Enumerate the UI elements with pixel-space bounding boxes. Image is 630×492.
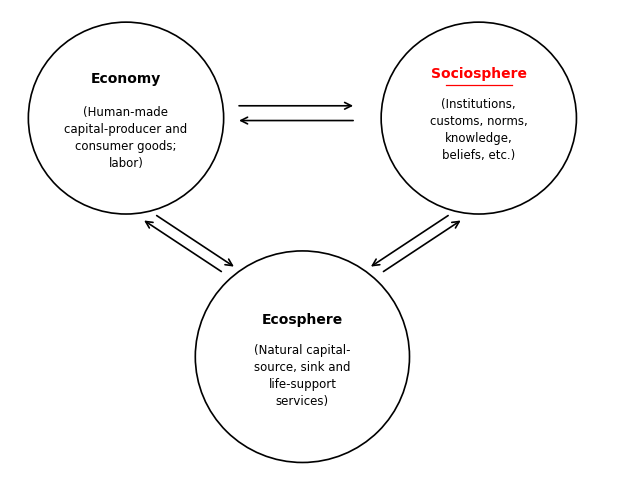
Text: Economy: Economy [91,72,161,86]
Text: Ecosphere: Ecosphere [262,313,343,327]
Text: (Human-made
capital-producer and
consumer goods;
labor): (Human-made capital-producer and consume… [64,106,188,170]
FancyArrowPatch shape [241,117,353,124]
Text: (Natural capital-
source, sink and
life-support
services): (Natural capital- source, sink and life-… [254,344,351,408]
FancyArrowPatch shape [239,102,352,109]
FancyArrowPatch shape [146,221,221,272]
FancyArrowPatch shape [372,215,448,266]
Text: (Institutions,
customs, norms,
knowledge,
beliefs, etc.): (Institutions, customs, norms, knowledge… [430,98,528,162]
Text: Sociosphere: Sociosphere [431,67,527,81]
FancyArrowPatch shape [384,221,459,272]
FancyArrowPatch shape [157,215,232,266]
